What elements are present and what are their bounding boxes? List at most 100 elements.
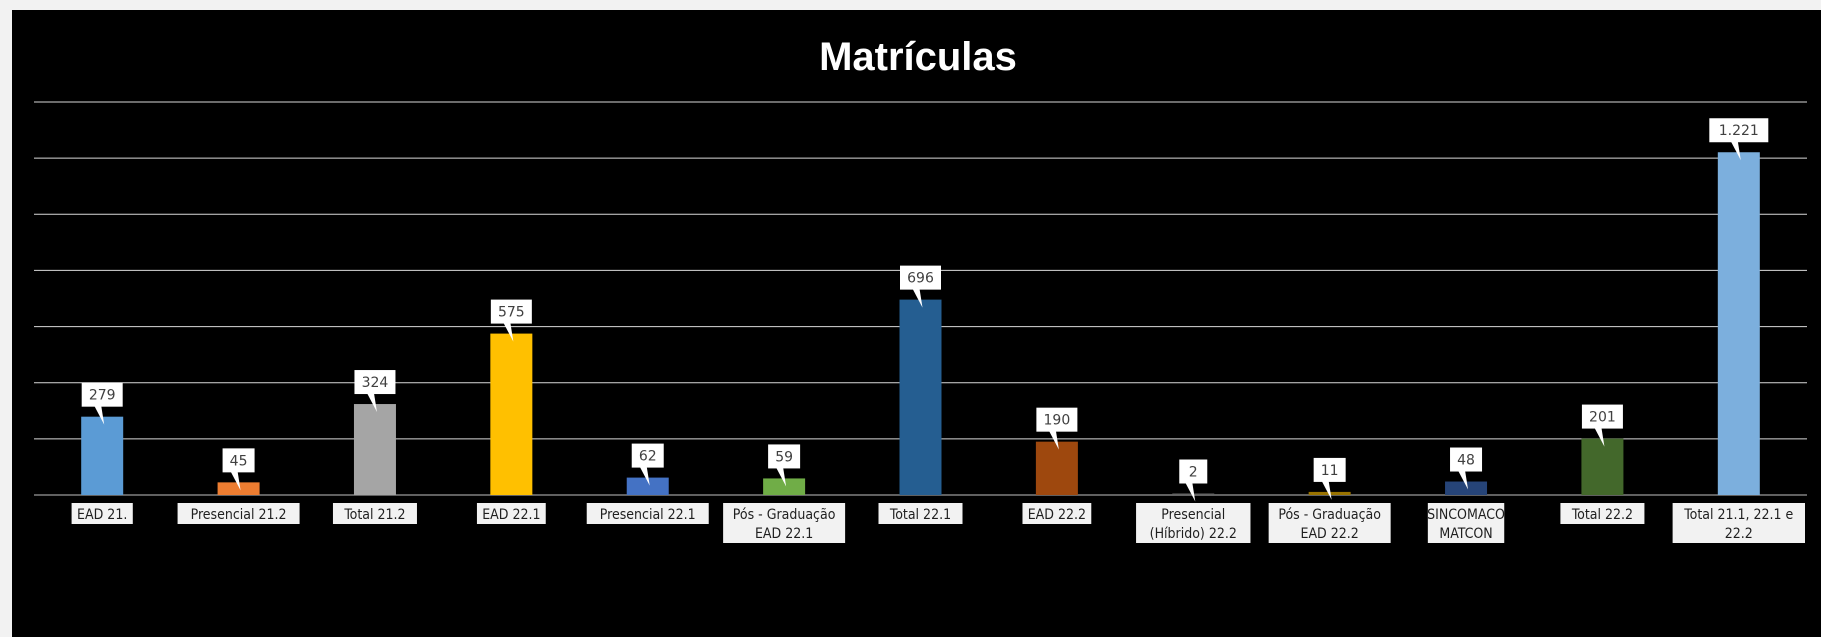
data-label-pointer	[94, 405, 105, 425]
category-label: Pós - Graduação EAD 22.1	[723, 503, 846, 543]
data-label-pointer	[503, 322, 514, 342]
data-label-pointer	[230, 471, 241, 491]
data-label: 190	[1036, 407, 1078, 450]
data-label-box	[900, 265, 941, 290]
category-label-text: SINCOMACO	[1427, 507, 1505, 523]
bar	[1717, 152, 1760, 495]
category-label-box	[177, 503, 300, 524]
data-label-box	[631, 443, 664, 468]
category-label: Pós - Graduação EAD 22.2	[1268, 503, 1391, 543]
category-label-box	[1427, 503, 1505, 543]
data-label-text: 45	[230, 453, 248, 469]
category-label: SINCOMACO MATCON	[1427, 503, 1505, 543]
data-label-pointer	[912, 288, 923, 308]
category-label: Presencial 22.1	[586, 503, 709, 524]
data-label-text: 696	[907, 271, 934, 287]
category-label: Total 21.1, 22.1 e 22.2	[1672, 503, 1805, 543]
data-label: 48	[1450, 447, 1483, 490]
category-label-text: 22.2	[1725, 526, 1753, 542]
data-label-box	[1450, 447, 1483, 472]
data-label-box	[1709, 118, 1769, 143]
bar	[763, 478, 806, 495]
data-label-pointer	[1048, 430, 1059, 450]
data-label-pointer	[366, 393, 377, 413]
category-label-box	[586, 503, 709, 524]
category-label: Presencial (Híbrido) 22.2	[1136, 503, 1251, 543]
data-label-pointer	[1594, 427, 1605, 447]
data-label-box	[768, 444, 801, 469]
category-label-text: EAD 21.	[77, 507, 127, 523]
category-label-box	[1672, 503, 1805, 543]
data-label: 575	[490, 299, 532, 342]
category-label-text: EAD 22.2	[1028, 507, 1086, 523]
data-label: 279	[81, 382, 123, 425]
data-label-box	[81, 382, 123, 407]
data-label-box	[222, 448, 255, 473]
data-label-box	[1313, 457, 1346, 482]
chart-title: Matrículas	[819, 35, 1017, 79]
data-label-box	[354, 370, 396, 395]
data-label-pointer	[1730, 141, 1741, 161]
data-label: 696	[900, 265, 941, 308]
data-label-text: 201	[1589, 410, 1616, 426]
category-label-box	[723, 503, 846, 543]
data-label-text: 575	[498, 305, 525, 321]
bar	[899, 299, 942, 495]
data-label-box	[1036, 407, 1078, 432]
data-labels: 279 45 324 575 62 59 696 190 2 11 48 201 1.221	[81, 118, 1769, 502]
category-label: EAD 22.1	[476, 503, 546, 524]
data-label-box	[1581, 404, 1623, 429]
data-label-pointer	[1185, 482, 1196, 502]
data-label-text: 2	[1189, 465, 1198, 481]
category-label-box	[71, 503, 133, 524]
data-label: 201	[1581, 404, 1623, 447]
data-label-pointer	[1321, 480, 1332, 500]
category-labels: EAD 21. Presencial 21.2 Total 21.2 EAD 22.1…	[71, 503, 1805, 543]
bar	[1581, 438, 1624, 495]
bar	[1445, 481, 1488, 495]
category-label: Presencial 21.2	[177, 503, 300, 524]
category-label-text: MATCON	[1439, 526, 1492, 542]
category-label-box	[1268, 503, 1391, 543]
bars	[81, 152, 1760, 495]
category-label-box	[1136, 503, 1251, 543]
category-label-text: Presencial 21.2	[191, 507, 287, 523]
data-label: 324	[354, 370, 396, 413]
category-label: EAD 21.	[71, 503, 133, 524]
data-label-text: 62	[639, 449, 657, 465]
category-label-box	[476, 503, 546, 524]
category-label: Total 22.2	[1560, 503, 1645, 524]
category-label-text: Total 21.1, 22.1 e	[1683, 507, 1793, 523]
category-label-text: (Híbrido) 22.2	[1150, 526, 1237, 542]
data-label-text: 11	[1321, 463, 1339, 479]
data-label-text: 190	[1044, 413, 1071, 429]
data-label-pointer	[639, 466, 650, 486]
bar	[353, 404, 396, 495]
category-label-text: EAD 22.1	[482, 507, 540, 523]
category-label-text: Pós - Graduação	[1278, 507, 1381, 523]
category-label-text: Total 22.1	[889, 507, 951, 523]
chart-area: Matrículas 279 45 324 575 62 59 696 190 2 11 48 201…	[12, 10, 1821, 637]
data-label: 62	[631, 443, 664, 486]
data-label-text: 279	[89, 388, 116, 404]
category-label-box	[878, 503, 963, 524]
data-label: 2	[1179, 459, 1208, 502]
category-label-text: EAD 22.2	[1300, 526, 1358, 542]
category-label-box	[1560, 503, 1645, 524]
category-label-text: Pós - Graduação	[733, 507, 836, 523]
data-label-text: 324	[362, 375, 389, 391]
data-label-text: 48	[1457, 453, 1475, 469]
data-label-text: 59	[775, 449, 793, 465]
bar	[490, 333, 533, 495]
data-label: 11	[1313, 457, 1346, 500]
bar	[217, 482, 260, 495]
data-label-pointer	[1458, 470, 1469, 490]
bar	[626, 477, 669, 495]
category-label-text: Presencial	[1161, 507, 1225, 523]
category-label: Total 21.2	[332, 503, 417, 524]
data-label: 45	[222, 448, 255, 491]
category-label-box	[332, 503, 417, 524]
data-label: 1.221	[1709, 118, 1769, 161]
bar	[1035, 441, 1078, 495]
category-label-text: EAD 22.1	[755, 526, 813, 542]
